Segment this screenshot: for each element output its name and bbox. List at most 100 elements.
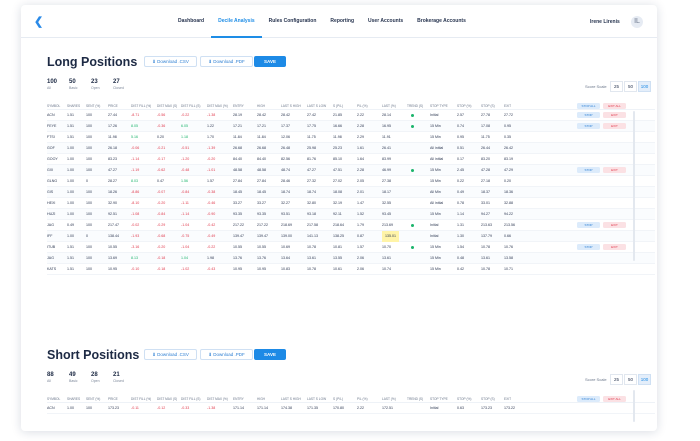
stop-button[interactable]: STOP bbox=[577, 123, 600, 129]
stop-button[interactable]: STOP bbox=[577, 244, 600, 250]
column-header[interactable]: STOP TYPE bbox=[430, 397, 448, 401]
nav-tab[interactable]: Reporting bbox=[330, 18, 355, 24]
short-score-scale-25[interactable]: 25 bbox=[610, 374, 623, 385]
avatar[interactable]: IL bbox=[631, 16, 643, 28]
stop-button[interactable]: STOP bbox=[577, 222, 600, 228]
table-row[interactable]: ACN 1.00 100 173.23 -0.11 -0.12 -0.33 -1.38 171.… bbox=[47, 403, 655, 414]
column-header[interactable]: SHARES bbox=[67, 397, 81, 401]
column-header[interactable]: SENT (%) bbox=[86, 397, 101, 401]
table-row[interactable]: JAG 0.49 100 217.47 -0.02 -0.29 -1.04 -0.42 217.… bbox=[47, 220, 655, 231]
column-header[interactable]: DIST FILL (%) bbox=[131, 104, 152, 108]
column-header[interactable]: DIST FILL (S) bbox=[181, 397, 201, 401]
exit-button[interactable]: EXIT bbox=[603, 112, 626, 118]
nav-tab[interactable]: User Accounts bbox=[368, 18, 404, 24]
table-row[interactable]: GOOY 1.00 100 83.23 -1.14 -0.17 -1.20 -0.20 84.4… bbox=[47, 154, 655, 165]
table-row[interactable]: HEXI 1.00 100 32.90 -8.10 -0.20 -1.11 -0.46 33.2… bbox=[47, 198, 655, 209]
table-row[interactable]: ITUB 1.51 100 10.55 -3.16 -0.20 -1.04 -0.22 10.5… bbox=[47, 242, 655, 253]
column-header[interactable]: EXIT bbox=[504, 104, 512, 108]
long-download-pdf-button[interactable]: ⬇ Download .PDF bbox=[200, 56, 253, 67]
column-header[interactable]: PRICE bbox=[108, 397, 118, 401]
stop-button[interactable]: STOP bbox=[577, 167, 600, 173]
short-download-csv-button[interactable]: ⬇ Download .CSV bbox=[144, 349, 197, 360]
nav-tab[interactable]: Brokerage Accounts bbox=[417, 18, 466, 24]
column-header[interactable]: DIST MAX (S) bbox=[157, 104, 178, 108]
column-header[interactable]: DIST FILL (S) bbox=[181, 104, 201, 108]
column-header[interactable]: SYMBOL bbox=[47, 397, 61, 401]
nav-tab[interactable]: Rules Configuration bbox=[268, 18, 317, 24]
column-header[interactable]: STOP (S) bbox=[481, 104, 495, 108]
column-header[interactable]: DIST FILL (%) bbox=[131, 397, 152, 401]
table-row[interactable]: GXI 1.00 100 47.27 -1.19 -0.62 -0.48 -1.01 48.58… bbox=[47, 165, 655, 176]
short-stat-basic[interactable]: 49 Basic bbox=[69, 372, 91, 383]
column-header[interactable]: LAST S LOW bbox=[307, 104, 327, 108]
short-download-pdf-button[interactable]: ⬇ Download .PDF bbox=[200, 349, 253, 360]
column-header[interactable]: EXIT bbox=[504, 397, 512, 401]
short-score-scale-50[interactable]: 50 bbox=[624, 374, 637, 385]
short-score-scale-100[interactable]: 100 bbox=[638, 374, 651, 385]
column-header[interactable]: DIST MAX (%) bbox=[207, 397, 228, 401]
long-exit-all-button[interactable]: EXIT ALL bbox=[603, 103, 626, 109]
column-header[interactable]: ENTRY bbox=[233, 397, 244, 401]
long-stat-all[interactable]: 100 All bbox=[47, 79, 69, 90]
exit-button[interactable]: EXIT bbox=[603, 244, 626, 250]
column-header[interactable]: STOP (S) bbox=[481, 397, 495, 401]
column-header[interactable]: SHARES bbox=[67, 104, 81, 108]
column-header[interactable]: ENTRY bbox=[233, 104, 244, 108]
table-row[interactable]: GIS 1.00 100 18.26 -8.86 -0.07 -0.84 -0.38 18.45… bbox=[47, 187, 655, 198]
nav-tab[interactable]: Decile Analysis bbox=[211, 5, 262, 38]
long-save-button[interactable]: SAVE bbox=[254, 56, 286, 67]
long-download-csv-button[interactable]: ⬇ Download .CSV bbox=[144, 56, 197, 67]
long-stat-basic[interactable]: 50 Basic bbox=[69, 79, 91, 90]
column-header[interactable]: S (P/L) bbox=[333, 104, 343, 108]
column-header[interactable]: STOP (%) bbox=[457, 104, 472, 108]
column-header[interactable]: S (P/L) bbox=[333, 397, 343, 401]
column-header[interactable]: DIST MAX (S) bbox=[157, 397, 178, 401]
table-row[interactable]: ACN 1.51 100 27.44 -8.71 -0.56 -0.22 -1.38 28.19… bbox=[47, 110, 655, 121]
table-row[interactable]: GOF 1.00 100 26.18 -0.06 -0.21 -0.51 -1.39 26.68… bbox=[47, 143, 655, 154]
table-row[interactable]: IFF 1.00 0 138.44 -1.93 -0.68 -0.75 -0.49 139.47… bbox=[47, 231, 655, 242]
long-score-scale-25[interactable]: 25 bbox=[610, 81, 623, 92]
chevron-left-icon[interactable]: ❮ bbox=[34, 16, 44, 28]
exit-button[interactable]: EXIT bbox=[603, 167, 626, 173]
table-row[interactable]: FEYE 1.51 100 17.26 8.05 -0.36 6.05 1.22 17.21 17… bbox=[47, 121, 655, 132]
short-table-scrollbar[interactable] bbox=[633, 390, 635, 422]
long-stop-all-button[interactable]: STOP ALL bbox=[577, 103, 600, 109]
nav-tab[interactable]: Dashboard bbox=[178, 18, 205, 24]
short-stat-all[interactable]: 88 All bbox=[47, 372, 69, 383]
column-header[interactable]: SENT (%) bbox=[86, 104, 101, 108]
exit-button[interactable]: EXIT bbox=[603, 222, 626, 228]
column-header[interactable]: HIGH bbox=[257, 104, 265, 108]
stop-button[interactable]: STOP bbox=[577, 112, 600, 118]
long-score-scale-50[interactable]: 50 bbox=[624, 81, 637, 92]
column-header[interactable]: STOP TYPE bbox=[430, 104, 448, 108]
table-row[interactable]: KATS 1.51 100 10.95 -0.10 -0.18 -1.02 -0.43 10.9… bbox=[47, 264, 655, 275]
exit-button[interactable]: EXIT bbox=[603, 123, 626, 129]
short-stat-open[interactable]: 28 Open bbox=[91, 372, 113, 383]
column-header[interactable]: LAST S LOW bbox=[307, 397, 327, 401]
column-header[interactable]: STOP (%) bbox=[457, 397, 472, 401]
user-name[interactable]: Irene Lirenis bbox=[590, 19, 620, 25]
short-save-button[interactable]: SAVE bbox=[254, 349, 286, 360]
column-header[interactable]: DIST MAX (%) bbox=[207, 104, 228, 108]
column-header[interactable]: PRICE bbox=[108, 104, 118, 108]
table-row[interactable]: GLNG 1.00 0 28.27 8.03 0.47 1.56 1.57 27.84 27.84… bbox=[47, 176, 655, 187]
table-row[interactable]: HUZI 1.00 100 92.51 -1.08 -0.84 -1.14 -0.90 93.3… bbox=[47, 209, 655, 220]
short-stat-closed[interactable]: 21 Closed bbox=[113, 372, 135, 383]
long-stat-closed[interactable]: 27 Closed bbox=[113, 79, 135, 90]
long-stat-open[interactable]: 23 Open bbox=[91, 79, 113, 90]
column-header[interactable]: P/L (%) bbox=[357, 397, 368, 401]
table-row[interactable]: JAG 1.51 100 13.69 8.13 -0.18 1.04 1.98 13.76 13.… bbox=[47, 253, 655, 264]
column-header[interactable]: LAST (%) bbox=[382, 104, 396, 108]
column-header[interactable]: HIGH bbox=[257, 397, 265, 401]
table-row[interactable]: FTSI 1.51 100 11.98 5.16 0.20 1.18 1.70 11.84 11.… bbox=[47, 132, 655, 143]
short-stop-all-button[interactable]: STOP ALL bbox=[577, 396, 600, 402]
column-header[interactable]: SYMBOL bbox=[47, 104, 61, 108]
long-score-scale-100[interactable]: 100 bbox=[638, 81, 651, 92]
short-exit-all-button[interactable]: EXIT ALL bbox=[603, 396, 626, 402]
column-header[interactable]: LAST S HIGH bbox=[281, 104, 301, 108]
long-table-scrollbar[interactable] bbox=[633, 111, 635, 261]
column-header[interactable]: LAST (%) bbox=[382, 397, 396, 401]
column-header[interactable]: TREND (S) bbox=[407, 104, 424, 108]
column-header[interactable]: P/L (%) bbox=[357, 104, 368, 108]
column-header[interactable]: TREND (S) bbox=[407, 397, 424, 401]
